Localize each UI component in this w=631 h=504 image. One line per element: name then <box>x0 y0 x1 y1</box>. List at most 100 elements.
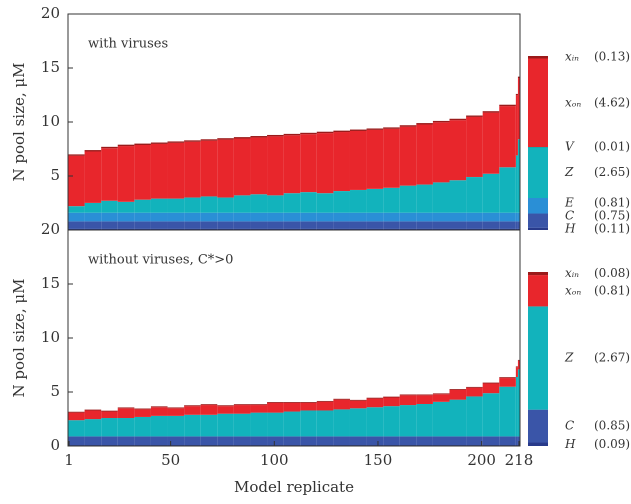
bar-segment <box>101 411 118 412</box>
bar-segment <box>68 420 85 436</box>
bar-segment <box>367 399 384 408</box>
bar-segment <box>499 377 516 378</box>
bar-segment <box>217 414 234 437</box>
bar-segment <box>450 389 467 390</box>
y-tick-label: 0 <box>50 436 60 454</box>
bar-segment <box>250 136 267 137</box>
y-tick-label: 5 <box>50 166 60 184</box>
legend-bar <box>528 272 548 275</box>
bar-segment <box>184 142 201 198</box>
bar-segment <box>267 436 284 445</box>
bar-segment <box>499 436 516 445</box>
bar-segment <box>267 221 284 229</box>
bar-segment <box>333 221 350 229</box>
bar-segment <box>284 135 301 193</box>
bar-segment <box>234 139 251 196</box>
bar-segment <box>168 416 185 437</box>
bar-segment <box>284 402 301 403</box>
bar-segment <box>466 396 483 436</box>
bar-segment <box>450 120 467 180</box>
y-axis-label: N pool size, μM <box>10 278 28 397</box>
bar-segment <box>350 213 367 222</box>
bar-segment <box>300 410 317 436</box>
legend-value: (0.09) <box>594 437 630 451</box>
x-tick-label: 150 <box>364 451 393 469</box>
bar-segment <box>217 406 234 414</box>
y-tick-label: 20 <box>41 4 60 22</box>
bar-segment <box>317 221 334 229</box>
bar-segment <box>416 213 433 222</box>
bar-segment <box>267 413 284 437</box>
bar-segment <box>284 221 301 229</box>
bar-segment <box>433 221 450 229</box>
bar-segment <box>250 213 267 222</box>
bar-segment <box>516 94 518 95</box>
legend-value: (0.01) <box>594 140 630 154</box>
bar-segment <box>85 436 102 445</box>
bar-segment <box>68 206 85 212</box>
bar-segment <box>151 143 168 144</box>
x-tick-label: 50 <box>161 451 180 469</box>
bar-segment <box>168 213 185 222</box>
bar-segment <box>284 213 301 222</box>
bar-segment <box>516 436 518 445</box>
bar-segment <box>184 213 201 222</box>
panel-annotation: with viruses <box>88 37 168 52</box>
bar-segment <box>68 412 85 413</box>
bar-segment <box>234 436 251 445</box>
bar-segment <box>85 213 102 222</box>
bar-segment <box>483 113 500 174</box>
bar-segment <box>499 106 516 167</box>
bar-segment <box>134 436 151 445</box>
bar-segment <box>168 143 185 199</box>
bar-segment <box>317 213 334 222</box>
bar-segment <box>466 116 483 117</box>
legend-value: (0.75) <box>594 208 630 222</box>
bar-segment <box>201 405 218 415</box>
y-tick-label: 10 <box>41 112 60 130</box>
bar-segment <box>234 405 251 414</box>
y-tick-label: 5 <box>50 382 60 400</box>
bar-segment <box>466 117 483 177</box>
bar-segment <box>499 167 516 212</box>
bar-segment <box>217 436 234 445</box>
bar-segment <box>433 402 450 437</box>
bar-segment <box>516 155 518 212</box>
bar-segment <box>217 213 234 222</box>
legend-value: (2.67) <box>594 351 630 365</box>
bar-segment <box>101 436 118 445</box>
bar-segment <box>101 221 118 229</box>
bar-segment <box>300 402 317 403</box>
bar-segment <box>367 436 384 445</box>
bar-segment <box>201 415 218 437</box>
bar-segment <box>466 388 483 397</box>
legend-bar <box>528 275 548 306</box>
legend-bar <box>528 147 548 148</box>
bar-segment <box>85 150 102 151</box>
bar-segment <box>400 395 417 405</box>
x-tick-label: 1 <box>64 451 74 469</box>
bar-segment <box>516 366 518 367</box>
bar-segment <box>400 394 417 395</box>
bar-segment <box>383 397 400 398</box>
bar-segment <box>284 436 301 445</box>
bar-segment <box>350 436 367 445</box>
x-tick-label: 200 <box>467 451 496 469</box>
bar-segment <box>333 400 350 410</box>
bar-segment <box>333 132 350 191</box>
bar-segment <box>350 400 367 401</box>
bar-segment <box>101 148 118 200</box>
bar-segment <box>101 412 118 418</box>
bar-segment <box>300 134 317 192</box>
legend-name: E <box>564 195 574 209</box>
bar-segment <box>317 401 334 402</box>
bar-segment <box>499 213 516 222</box>
bar-segment <box>118 408 135 418</box>
bar-segment <box>333 213 350 222</box>
bar-segment <box>516 95 518 155</box>
legend-bar <box>528 214 548 228</box>
bar-segment <box>267 213 284 222</box>
bar-segment <box>400 186 417 213</box>
bar-segment <box>234 414 251 437</box>
bar-segment <box>483 383 500 384</box>
